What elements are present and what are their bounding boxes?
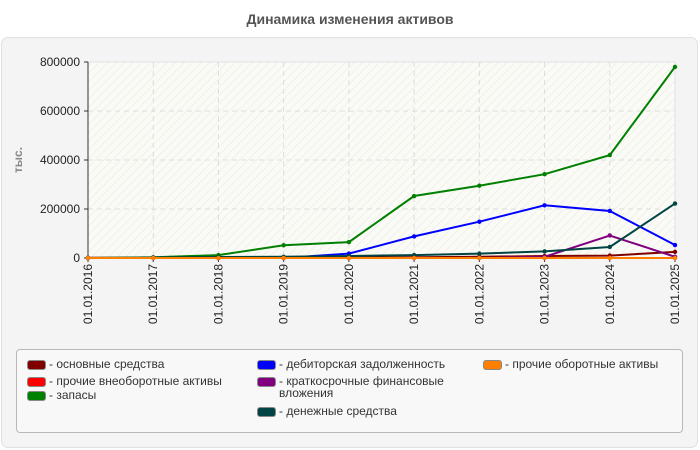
legend-item-other-noncurrent: - прочие внеоборотные активы <box>27 375 222 387</box>
svg-text:01.01.2016: 01.01.2016 <box>81 264 95 324</box>
svg-text:01.01.2019: 01.01.2019 <box>277 264 291 324</box>
legend-label: - денежные средства <box>279 404 397 418</box>
series-lines <box>85 64 678 261</box>
svg-text:01.01.2025: 01.01.2025 <box>668 264 682 324</box>
legend-item-fixed-assets: - основные средства <box>27 358 164 370</box>
legend-item-short-term-investments: - краткосрочные финансовые вложения <box>257 375 467 399</box>
legend-item-other-current: - прочие оборотные активы <box>483 358 658 370</box>
chart-title: Динамика изменения активов <box>246 11 454 27</box>
svg-text:600000: 600000 <box>40 104 80 118</box>
legend-label: - прочие оборотные активы <box>505 357 659 371</box>
legend-swatch <box>257 360 276 370</box>
svg-text:01.01.2022: 01.01.2022 <box>472 264 486 324</box>
legend-label: - запасы <box>49 388 97 402</box>
svg-text:200000: 200000 <box>40 202 80 216</box>
legend-swatch <box>27 391 46 401</box>
legend-swatch <box>27 377 46 387</box>
legend-label: - прочие внеоборотные активы <box>49 374 222 388</box>
svg-text:0: 0 <box>73 251 80 265</box>
legend-swatch <box>257 407 276 417</box>
legend: - основные средства - прочие внеоборотны… <box>16 349 683 433</box>
legend-swatch <box>27 360 46 370</box>
svg-text:01.01.2021: 01.01.2021 <box>407 264 421 324</box>
svg-text:01.01.2020: 01.01.2020 <box>342 264 356 324</box>
line-chart: 0 200000 400000 600000 800000 01.01.2016 01.01… <box>11 55 682 324</box>
svg-text:01.01.2017: 01.01.2017 <box>146 264 160 324</box>
legend-item-receivables: - дебиторская задолженность <box>257 358 445 370</box>
legend-label: - дебиторская задолженность <box>279 357 446 371</box>
legend-label: - краткосрочные финансовые вложения <box>279 374 444 400</box>
legend-swatch <box>483 360 502 370</box>
svg-text:400000: 400000 <box>40 153 80 167</box>
svg-text:01.01.2023: 01.01.2023 <box>538 264 552 324</box>
legend-item-inventory: - запасы <box>27 389 96 401</box>
svg-text:800000: 800000 <box>40 55 80 69</box>
svg-text:01.01.2024: 01.01.2024 <box>603 264 617 324</box>
svg-text:01.01.2018: 01.01.2018 <box>211 264 225 324</box>
legend-label: - основные средства <box>49 357 165 371</box>
legend-swatch <box>257 377 276 387</box>
y-axis-label: тыс. <box>11 147 25 173</box>
axes: 0 200000 400000 600000 800000 01.01.2016 01.01… <box>40 55 682 324</box>
legend-item-cash: - денежные средства <box>257 405 397 417</box>
